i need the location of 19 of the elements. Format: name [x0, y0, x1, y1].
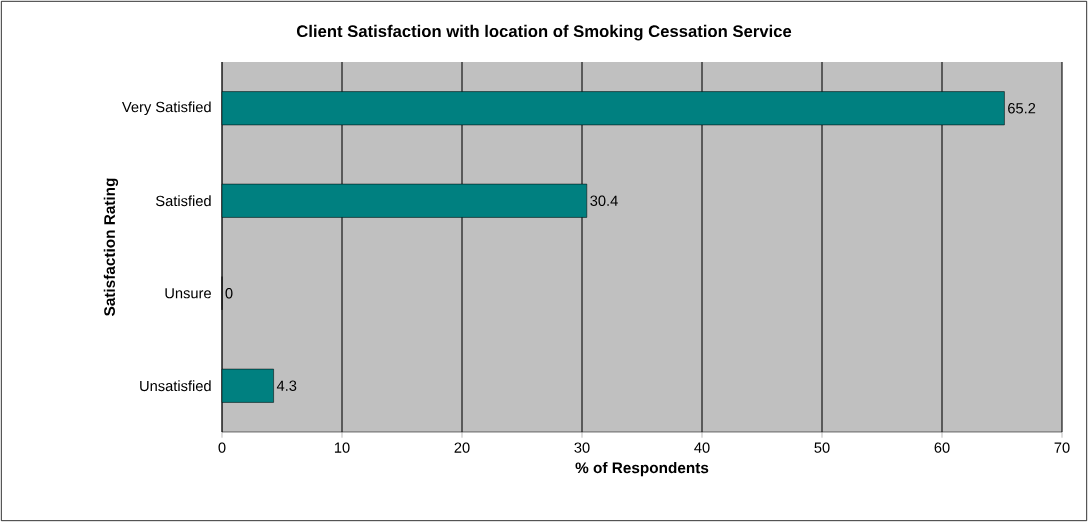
- y-tick-label: Satisfied: [156, 195, 211, 207]
- x-tick-label: 70: [1054, 442, 1070, 453]
- x-tick-label: 50: [814, 442, 830, 453]
- x-axis-title: % of Respondents: [575, 461, 709, 477]
- x-tick-label: 0: [218, 442, 226, 453]
- x-tick-label: 30: [574, 442, 590, 453]
- y-tick-label: Very Satisfied: [121, 101, 211, 116]
- x-tick-label: 10: [334, 442, 350, 453]
- data-label: 30.4: [590, 195, 618, 206]
- y-tick-label: Unsatisfied: [140, 380, 211, 392]
- x-tick-label: 20: [454, 442, 470, 453]
- y-axis-title: Satisfaction Rating: [103, 178, 119, 316]
- data-label: 4.3: [276, 380, 297, 391]
- data-label: 0: [225, 288, 233, 299]
- chart-title: Client Satisfaction with location of Smoking Cessation Service: [296, 24, 792, 41]
- x-tick-label: 60: [934, 442, 950, 453]
- data-label: 65.2: [1008, 103, 1036, 114]
- x-tick-label: 40: [694, 442, 710, 453]
- y-tick-label: Unsure: [165, 288, 211, 299]
